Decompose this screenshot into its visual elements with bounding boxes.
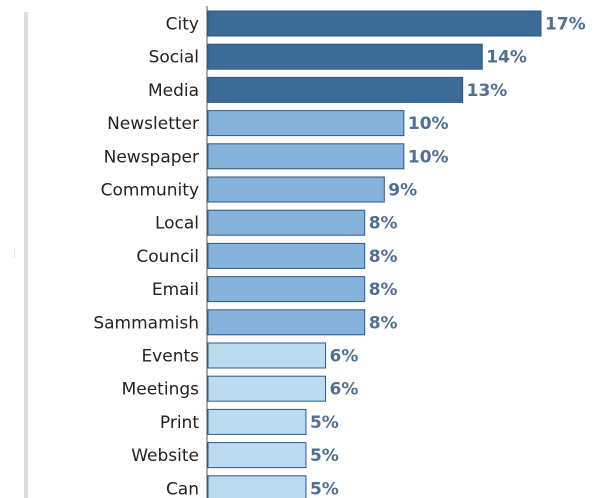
value-label: 10%: [408, 114, 449, 134]
category-label: Meetings: [122, 380, 200, 400]
bar-events[interactable]: [207, 342, 327, 369]
bar-can[interactable]: [207, 475, 307, 498]
bar-meetings[interactable]: [207, 375, 327, 402]
category-label: Print: [160, 413, 199, 433]
category-label: Newspaper: [104, 147, 199, 167]
category-label: Website: [131, 446, 199, 466]
bar-media[interactable]: [207, 76, 464, 103]
category-label: Events: [141, 347, 199, 367]
category-label: Sammamish: [93, 313, 199, 333]
category-label: Community: [101, 181, 199, 201]
category-label: Council: [136, 247, 199, 267]
value-label: 8%: [369, 313, 398, 333]
bar-email[interactable]: [207, 276, 366, 303]
value-label: 8%: [369, 247, 398, 267]
value-label: 5%: [310, 479, 339, 498]
left-panel-border: [24, 12, 28, 498]
value-label: 9%: [388, 181, 417, 201]
value-label: 5%: [310, 446, 339, 466]
bar-community[interactable]: [207, 176, 385, 203]
bar-local[interactable]: [207, 209, 366, 236]
bar-council[interactable]: [207, 242, 366, 269]
bar-print[interactable]: [207, 408, 307, 435]
value-label: 8%: [369, 214, 398, 234]
bar-sammamish[interactable]: [207, 309, 366, 336]
category-label: City: [166, 15, 199, 35]
value-label: 14%: [486, 48, 527, 68]
scroll-tick-mark: [14, 248, 15, 258]
bar-newspaper[interactable]: [207, 143, 405, 170]
bar-website[interactable]: [207, 442, 307, 469]
category-label: Local: [155, 214, 199, 234]
bar-newsletter[interactable]: [207, 110, 405, 137]
category-label: Email: [152, 280, 199, 300]
value-label: 8%: [369, 280, 398, 300]
category-label: Newsletter: [107, 114, 199, 134]
value-label: 13%: [467, 81, 508, 101]
value-label: 6%: [330, 347, 359, 367]
value-label: 17%: [545, 15, 586, 35]
category-label: Social: [149, 48, 199, 68]
value-label: 10%: [408, 147, 449, 167]
category-label: Can: [166, 479, 199, 498]
bar-city[interactable]: [207, 10, 542, 37]
value-label: 5%: [310, 413, 339, 433]
value-label: 6%: [330, 380, 359, 400]
bars-group: City 17% Social 14% Media 13% Newsletter 10% New…: [93, 10, 586, 498]
bar-social[interactable]: [207, 43, 483, 70]
category-label: Media: [148, 81, 199, 101]
